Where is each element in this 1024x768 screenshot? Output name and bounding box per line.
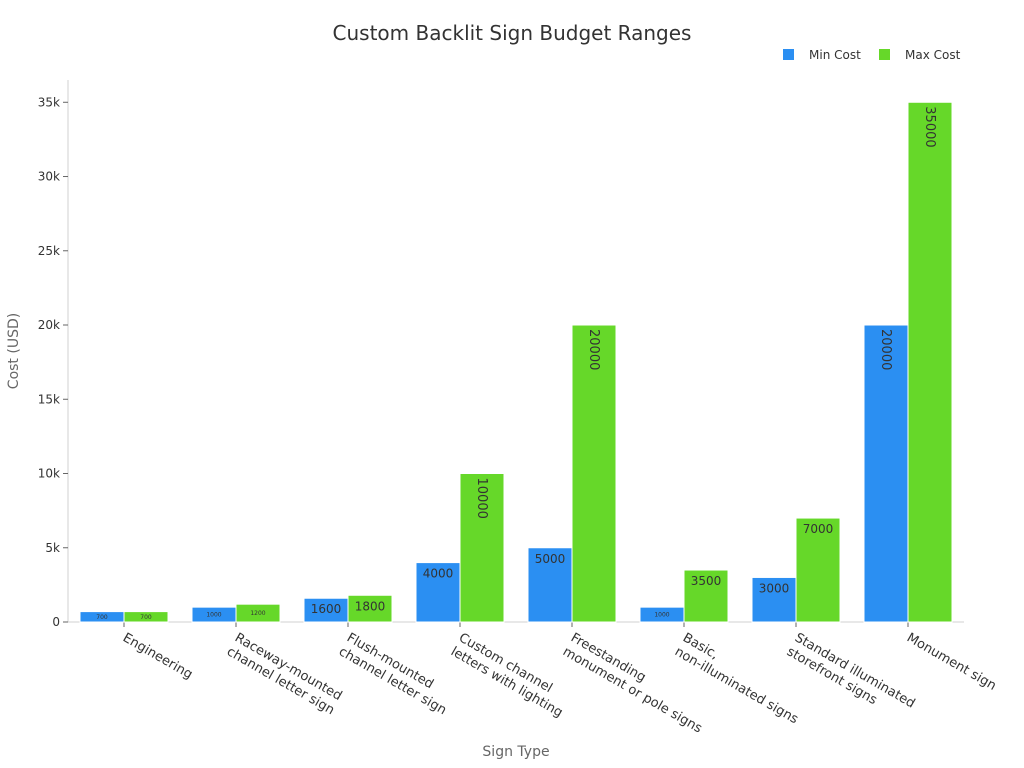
x-tick-label: Engineering (120, 630, 195, 682)
bar-max-cost (123, 611, 169, 623)
x-tick-label: Flush-mountedchannel letter sign (336, 630, 457, 718)
legend: Min Cost Max Cost (783, 48, 961, 62)
y-tick-label: 0 (52, 615, 60, 629)
bar-min-cost (527, 547, 573, 623)
bar-max-cost (571, 324, 617, 623)
x-tick-label-line: Engineering (120, 630, 195, 682)
bar-max-cost (235, 603, 281, 623)
bar-value-label: 1200 (250, 610, 265, 617)
x-tick-label: Raceway-mountedchannel letter sign (224, 630, 345, 718)
bar-value-label: 10000 (474, 478, 489, 519)
bar-value-label: 4000 (423, 567, 454, 581)
x-tick-label-line: Monument sign (904, 630, 999, 693)
legend-swatch (783, 49, 794, 60)
bar-value-label: 5000 (535, 552, 566, 566)
legend-label: Min Cost (809, 48, 861, 62)
bar-max-cost (907, 101, 953, 623)
bar-value-label: 20000 (586, 329, 601, 370)
y-tick-label: 5k (45, 541, 60, 555)
legend-swatch (879, 49, 890, 60)
bar-value-label: 700 (96, 614, 108, 621)
bar-value-label: 35000 (922, 106, 937, 147)
x-axis-title: Sign Type (482, 744, 549, 760)
bar-value-label: 1800 (355, 599, 386, 613)
bar-value-label: 1000 (206, 612, 221, 619)
y-tick-label: 25k (38, 244, 60, 258)
y-tick-label: 10k (38, 467, 60, 481)
bar-value-label: 1600 (311, 602, 342, 616)
x-tick-label: Standard illuminatedstorefront signs (784, 630, 917, 725)
y-tick-label: 35k (38, 95, 60, 109)
bar-min-cost (863, 324, 909, 623)
axes: 0 5k 10k 15k 20k 25k 30k 35k Engineering Raceway-… (38, 80, 999, 737)
y-tick-label: 20k (38, 318, 60, 332)
data-labels: 700 700 1000 1200 1600 1800 4000 10000 5000 20000… (96, 106, 937, 621)
y-tick-label: 15k (38, 392, 60, 406)
bar-value-label: 3500 (691, 574, 722, 588)
bar-value-label: 3000 (759, 581, 790, 595)
x-tick-label: Basic,non-illuminated signs (672, 630, 809, 727)
bar-max-cost (347, 594, 393, 623)
chart-title: Custom Backlit Sign Budget Ranges (333, 21, 692, 45)
bar-min-cost (415, 562, 461, 623)
bars (79, 101, 953, 623)
bar-max-cost (795, 517, 841, 623)
bar-value-label: 700 (140, 614, 152, 621)
bar-max-cost (459, 473, 505, 623)
bar-value-label: 20000 (878, 329, 893, 370)
x-tick-label: Custom channelletters with lighting (448, 630, 573, 720)
y-axis-title: Cost (USD) (6, 313, 22, 389)
y-tick-label: 30k (38, 170, 60, 184)
x-tick-label: Monument sign (904, 630, 999, 693)
bar-value-label: 7000 (803, 522, 834, 536)
bar-max-cost (683, 569, 729, 623)
bar-value-label: 1000 (654, 612, 669, 619)
bar-min-cost (751, 576, 797, 623)
legend-label: Max Cost (905, 48, 961, 62)
